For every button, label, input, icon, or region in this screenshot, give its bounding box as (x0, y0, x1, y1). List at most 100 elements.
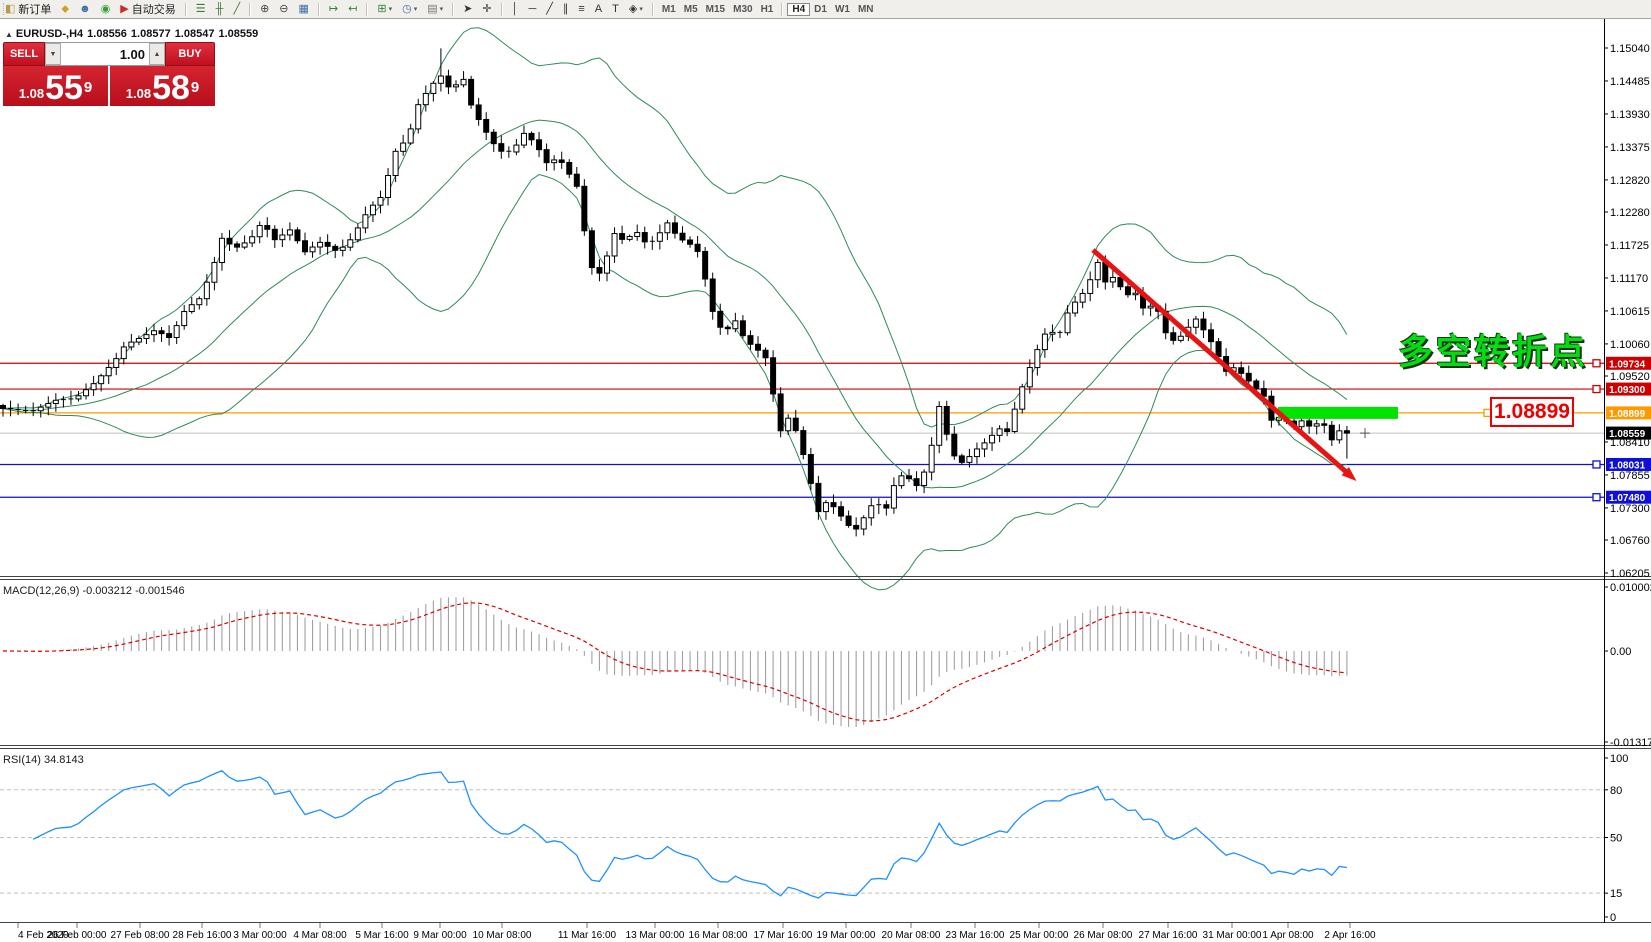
buy-price-tile[interactable]: 1.08 58 9 (110, 66, 215, 106)
buy-price-pip: 9 (190, 79, 200, 96)
candle-body (755, 343, 761, 351)
timeframe-h4-button[interactable]: H4 (787, 2, 811, 16)
new-order-button[interactable]: ◧ 新订单 (1, 0, 55, 18)
sell-price-tile[interactable]: 1.08 55 9 (3, 66, 108, 106)
line-chart-button[interactable]: ╱ (229, 0, 244, 18)
candle-body (1132, 292, 1139, 296)
tile-windows-button[interactable]: ▦ (295, 0, 313, 18)
candle-body (173, 325, 180, 339)
arrows-button[interactable]: ◈ ▾ (625, 0, 647, 18)
candle-body (324, 241, 331, 247)
candle-body (1049, 331, 1056, 335)
horizontal-line-button[interactable]: ─ (524, 0, 540, 18)
volume-decrease-button[interactable]: ▼ (45, 43, 61, 65)
current-price-tag-text: 1.08559 (1609, 429, 1646, 440)
line-handle-marker[interactable] (1592, 384, 1601, 394)
timeframe-m30-button[interactable]: M30 (733, 3, 753, 15)
candle-body (777, 393, 784, 432)
candle-body (679, 232, 686, 241)
green-zone-rect[interactable] (1278, 406, 1398, 419)
candle-body (430, 82, 437, 94)
candle-body (626, 236, 633, 240)
auto-scroll-button[interactable]: ↦ (325, 0, 342, 18)
candle-body (1298, 420, 1305, 428)
price-callout-box[interactable]: 1.08899 (1490, 397, 1574, 427)
timeframe-w1-button[interactable]: W1 (834, 3, 850, 15)
candle-body (709, 278, 716, 312)
buy-button[interactable]: BUY (165, 42, 215, 66)
periods-button[interactable]: ◷ ▾ (398, 0, 421, 18)
candle-body (37, 406, 44, 412)
candle-body (951, 433, 958, 457)
price-tag (1606, 406, 1651, 420)
price-axis-label: 1.06205 (1610, 568, 1650, 580)
bull-bear-turning-point-note[interactable]: 多空转折点 (1398, 333, 1589, 372)
cursor-button[interactable]: ➤ (459, 0, 476, 18)
bar-chart-button[interactable]: ☰ (192, 0, 210, 18)
volume-input[interactable] (61, 43, 149, 65)
timeframe-m5-button[interactable]: M5 (683, 3, 698, 15)
volume-stepper: ▼ ▲ (45, 42, 165, 66)
candle-body (317, 241, 324, 248)
vertical-line-button[interactable]: │ (508, 0, 523, 18)
highlighter-icon-button[interactable]: ⬥ (57, 0, 73, 18)
trend-arrow-line[interactable] (1091, 248, 1354, 479)
price-axis-label: 1.09520 (1610, 371, 1650, 383)
channel-icon: ∥ (562, 3, 569, 15)
date-axis-label: 31 Mar 00:00 (1203, 930, 1262, 941)
text-button[interactable]: A (591, 0, 606, 18)
candle-body (513, 144, 520, 153)
label-button[interactable]: T (608, 0, 623, 18)
auto-trading-button[interactable]: ▶ 自动交易 (116, 0, 179, 18)
chevron-down-icon: ▾ (639, 6, 643, 13)
bollinger-middle-band[interactable] (2, 119, 1348, 489)
date-axis-label: 28 Feb 16:00 (173, 930, 232, 941)
channel-button[interactable]: ∥ (559, 0, 573, 18)
price-tag (1606, 490, 1651, 504)
trendline-button[interactable]: ╱ (542, 0, 557, 18)
sell-price-big: 55 (45, 69, 83, 108)
candle-body (1170, 332, 1177, 341)
templates-button[interactable]: ▤ ▾ (423, 0, 447, 18)
candle-body (294, 229, 301, 242)
line-handle-marker[interactable] (1592, 493, 1601, 502)
price-axis-label: 1.07855 (1610, 470, 1650, 482)
date-axis-label: 5 Mar 16:00 (355, 930, 409, 941)
candle-body (928, 444, 935, 473)
line-handle-marker[interactable] (1592, 460, 1601, 469)
broadcast-icon-button[interactable]: ◉ (97, 0, 115, 18)
candle-body (407, 128, 414, 144)
crosshair-button[interactable]: ✛ (478, 0, 495, 18)
candle-body (113, 358, 120, 368)
line-handle-marker[interactable] (1592, 359, 1601, 368)
timeframe-h1-button[interactable]: H1 (760, 3, 774, 15)
candlestick-chart-button[interactable]: ╫ (212, 0, 228, 18)
bollinger-lower-band[interactable] (2, 174, 1347, 591)
profile-icon-button[interactable]: ☻ (75, 0, 95, 18)
new-chart-icon: ⊞ (377, 3, 387, 15)
candle-body (1177, 335, 1184, 341)
new-order-icon: ◧ (5, 3, 16, 15)
timeframe-d1-button[interactable]: D1 (814, 3, 827, 15)
timeframe-m1-button[interactable]: M1 (661, 3, 676, 15)
sell-button[interactable]: SELL (3, 42, 45, 66)
bollinger-upper-band[interactable] (2, 27, 1348, 428)
timeframe-m15-button[interactable]: M15 (705, 3, 726, 15)
candle-body (573, 173, 580, 187)
candle-body (588, 230, 595, 269)
candle-body (838, 506, 845, 517)
date-axis-label: 23 Mar 16:00 (946, 930, 1005, 941)
chart-shift-button[interactable]: ↤ (344, 0, 361, 18)
fibonacci-button[interactable]: ≡ (574, 0, 588, 18)
date-axis-label: 2 Apr 16:00 (1324, 930, 1376, 941)
volume-increase-button[interactable]: ▲ (149, 43, 165, 65)
bar-low: 1.08547 (174, 28, 215, 40)
zoom-out-button[interactable]: ⊖ (275, 0, 292, 18)
candle-body (943, 405, 950, 435)
price-axis-label: 1.13375 (1610, 142, 1650, 154)
zoom-in-button[interactable]: ⊕ (256, 0, 273, 18)
new-chart-button[interactable]: ⊞ ▾ (373, 0, 396, 18)
timeframe-mn-button[interactable]: MN (857, 3, 874, 15)
